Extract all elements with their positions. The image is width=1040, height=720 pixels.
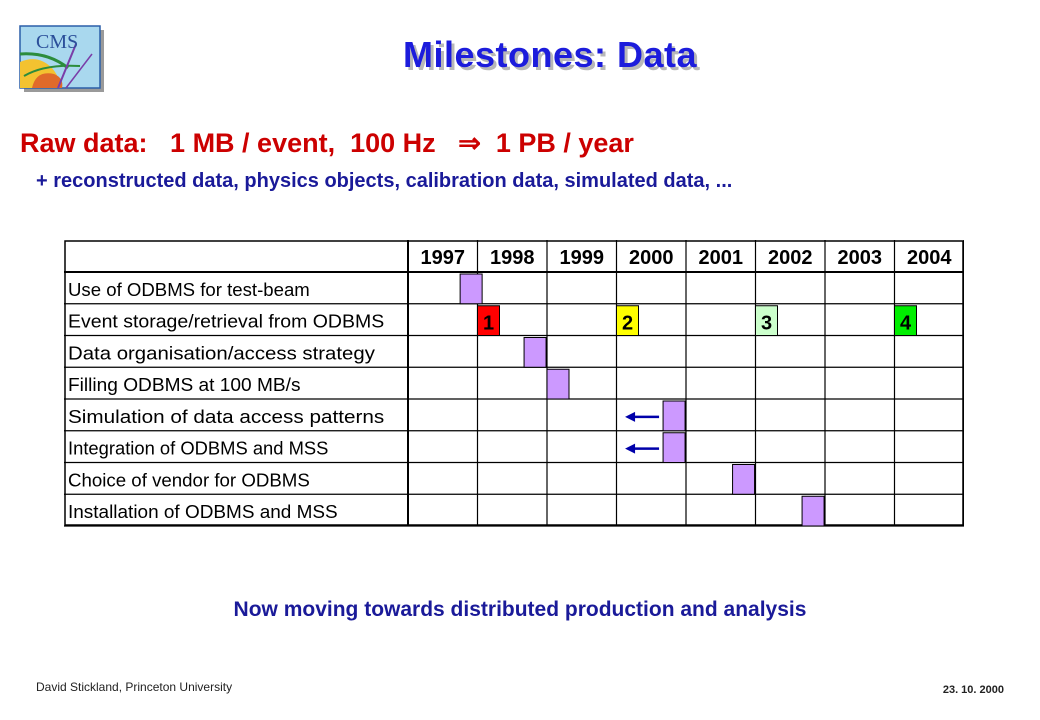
task-label: Filling ODBMS at 100 MB/s xyxy=(68,374,301,395)
year-header: 2002 xyxy=(768,247,813,269)
raw-event-size: 1 MB / event, xyxy=(170,128,336,158)
footer-date: 23. 10. 2000 xyxy=(942,684,1004,696)
implies-arrow: ⇒ xyxy=(458,128,481,158)
subtitle: + reconstructed data, physics objects, c… xyxy=(36,170,733,192)
shift-arrow-head xyxy=(625,411,636,422)
milestone-number: 1 xyxy=(483,313,494,335)
gantt-frame xyxy=(64,240,964,526)
slide-title: Milestones: Data xyxy=(402,34,698,75)
task-label: Event storage/retrieval from ODBMS xyxy=(68,311,384,332)
task-label: Data organisation/access strategy xyxy=(68,342,376,363)
milestone-gantt-chart: 1997 1998 1999 2000 2001 2002 2003 2004 Use of O… xyxy=(64,240,964,527)
task-label: Choice of vendor for ODBMS xyxy=(68,469,310,490)
raw-yearly: 1 PB / year xyxy=(495,128,634,158)
logo-text: CMS xyxy=(36,31,78,53)
year-header: 1999 xyxy=(560,247,605,269)
milestone-marker xyxy=(662,400,686,432)
milestone-marker xyxy=(523,337,547,368)
year-header: 1997 xyxy=(421,247,466,269)
milestone-marker xyxy=(801,495,825,527)
shift-arrow-head xyxy=(625,443,636,454)
task-label: Simulation of data access patterns xyxy=(68,406,384,427)
milestone-marker xyxy=(459,273,483,305)
year-header: 2000 xyxy=(629,247,674,269)
bottom-statement: Now moving towards distributed productio… xyxy=(233,598,807,621)
task-label: Installation of ODBMS and MSS xyxy=(68,501,338,522)
year-header: 2003 xyxy=(838,247,883,269)
raw-data-label: Raw data: xyxy=(20,128,148,158)
milestone-marker xyxy=(732,464,756,495)
task-label: Use of ODBMS for test-beam xyxy=(68,279,310,300)
milestone-number-marker xyxy=(477,305,500,336)
milestone-number-marker xyxy=(894,305,917,336)
raw-rate: 100 Hz xyxy=(350,128,436,158)
milestone-number: 4 xyxy=(900,313,912,335)
raw-data-line: Raw data: 1 MB / event, 100 Hz ⇒ 1 PB / … xyxy=(20,128,634,159)
year-header: 2001 xyxy=(699,247,744,269)
footer-author: David Stickland, Princeton University xyxy=(36,680,233,694)
milestone-marker xyxy=(662,432,686,463)
milestone-marker xyxy=(546,368,570,400)
milestone-number: 2 xyxy=(622,313,633,335)
milestone-number-marker xyxy=(755,305,778,336)
milestone-number-marker xyxy=(616,305,639,336)
milestone-number: 3 xyxy=(761,313,772,335)
task-label: Integration of ODBMS and MSS xyxy=(68,438,328,459)
cms-logo: CMS xyxy=(19,25,104,92)
year-header: 2004 xyxy=(907,247,952,269)
year-header: 1998 xyxy=(490,247,535,269)
